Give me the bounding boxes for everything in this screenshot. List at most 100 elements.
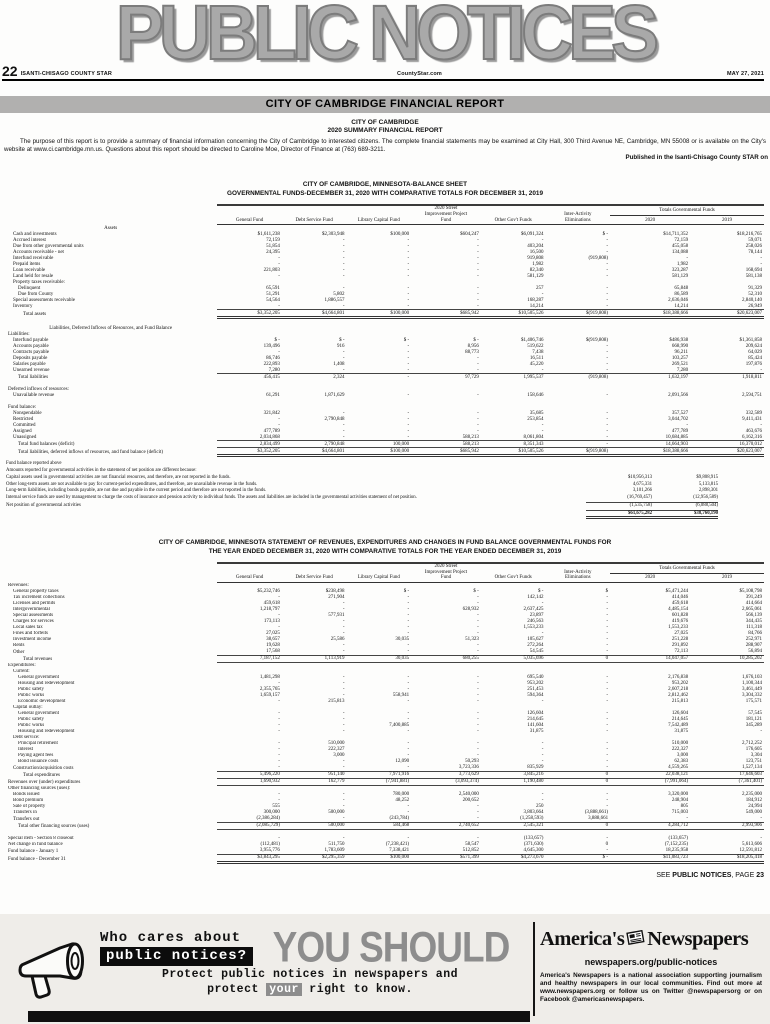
cell: - bbox=[278, 303, 280, 309]
cell: - bbox=[477, 361, 479, 367]
cell: 86,746 bbox=[266, 355, 280, 361]
cell: - bbox=[606, 285, 609, 291]
table-row: Liabilities, Deferred Inflows of Resourc… bbox=[6, 325, 764, 331]
cell: 951,140 bbox=[281, 771, 347, 780]
see-page-number: 23 bbox=[756, 872, 764, 880]
cell: 27,025 bbox=[674, 631, 689, 637]
cell: 7,338,421 bbox=[389, 848, 410, 854]
cell: - bbox=[407, 613, 410, 619]
page-title: PUBLIC NOTICES bbox=[115, 0, 660, 76]
cell: 1,676,103 bbox=[742, 675, 762, 681]
row-label: Paying agent fees bbox=[18, 753, 54, 759]
cell: 12,591,812 bbox=[739, 848, 763, 854]
cell: 258,026 bbox=[745, 243, 762, 249]
cell: - bbox=[278, 422, 280, 428]
revenues-statement-table: General Fund Debt Service Fund Library C… bbox=[6, 561, 764, 865]
row-label: Investment income bbox=[13, 637, 52, 643]
cell: (3,093,374) bbox=[411, 778, 481, 787]
statement2-title-line2: THE YEAR ENDED DECEMBER 31, 2020 WITH CO… bbox=[208, 547, 562, 555]
cell: - bbox=[541, 237, 544, 243]
table-row: Total assets $3,352,205 $4,664,801 $100,000… bbox=[6, 309, 764, 320]
cell: 3,044,702 bbox=[668, 416, 689, 422]
cell: 3,304 bbox=[750, 753, 762, 759]
cell: 780,000 bbox=[392, 792, 410, 798]
table-row: Public works 1,659,157 - 558,941 - 594,364 - 2,… bbox=[6, 693, 764, 699]
cell: - bbox=[541, 422, 544, 428]
cell: 510,000 bbox=[671, 741, 689, 747]
row-label: Sale of property bbox=[13, 804, 46, 810]
cell: 3,000 bbox=[676, 753, 689, 759]
cell: - bbox=[606, 699, 609, 705]
cell: - bbox=[606, 753, 609, 759]
cell: - bbox=[407, 687, 410, 693]
cell: - bbox=[541, 747, 544, 753]
cell: $571,399 bbox=[411, 854, 481, 865]
table-row: Bond premium - - 48,252 200,652 - - 248,904 184,… bbox=[6, 798, 764, 804]
cell: 414,046 bbox=[671, 595, 689, 601]
cell: 2,812,462 bbox=[668, 693, 689, 699]
table-row: Other 17,568 - - - 54,545 - 72,113 56,894 bbox=[6, 649, 764, 656]
cell: - bbox=[342, 717, 345, 723]
cell: 2,540,000 bbox=[458, 792, 479, 798]
cell: 1,100,344 bbox=[742, 681, 762, 687]
cell: - bbox=[278, 792, 280, 798]
cell: 2,594,751 bbox=[742, 392, 762, 398]
cell: $100,000 bbox=[346, 854, 412, 865]
cell: 2,034,868 bbox=[259, 434, 280, 440]
row-label: Unassigned bbox=[13, 435, 37, 441]
table-row: Land held for resale - - - - 581,129 - 581,129 5… bbox=[6, 273, 764, 279]
reconciliation-row: $61,675,282 $38,760,190 bbox=[6, 509, 764, 520]
balance-sheet-title: CITY OF CAMBRIDGE, MINNESOTA-BALANCE SHE… bbox=[0, 181, 770, 198]
cell: 1,113,919 bbox=[281, 655, 347, 664]
cell: - bbox=[407, 273, 410, 279]
cell: - bbox=[541, 291, 544, 297]
row-label: General government bbox=[18, 675, 59, 681]
cell: - bbox=[541, 699, 544, 705]
americas-newspapers-block: America's Newspapers newspapers.org/publ… bbox=[540, 928, 762, 1004]
cell: $18,388,666 bbox=[610, 309, 691, 320]
reconciliation-text: Capital assets used in governmental acti… bbox=[6, 474, 231, 480]
cell: 272,264 bbox=[527, 643, 544, 649]
reconciliation-row: Long-term liabilities, including bonds p… bbox=[6, 488, 764, 494]
cell: - bbox=[477, 619, 479, 625]
cell: 51,291 bbox=[266, 291, 280, 297]
row-label: Public works bbox=[18, 693, 45, 699]
table-row: Interest - 222,327 - - - - 222,327 176,605 bbox=[6, 747, 764, 753]
cell: - bbox=[342, 261, 345, 267]
col-debt-service-fund: Debt Service Fund bbox=[281, 204, 347, 226]
cell: - bbox=[606, 410, 609, 416]
reconciliation-text: Internal service funds are used by manag… bbox=[6, 495, 417, 501]
cell: - bbox=[606, 601, 609, 607]
cell: - bbox=[606, 792, 609, 798]
balance-sheet-title-line2: GOVERNMENTAL FUNDS-DECEMBER 31, 2020 WIT… bbox=[226, 189, 544, 197]
table-row: Unassigned 2,034,868 - - 588,213 8,061,804 - 10… bbox=[6, 434, 764, 441]
cell: - bbox=[477, 267, 479, 273]
table-row: Principal retirement - 510,000 - - - - 510,000 2… bbox=[6, 741, 764, 747]
table-row: Total other financing sources (uses) (2,0… bbox=[6, 822, 764, 831]
cell: - bbox=[477, 681, 479, 687]
cell: - bbox=[342, 792, 345, 798]
table-row: General government - - - - 126,604 - 126,604 57,… bbox=[6, 711, 764, 717]
table-row: Deferred inflows of resources: bbox=[6, 386, 764, 392]
cell: 4,485,154 bbox=[668, 607, 689, 613]
cell: $ - bbox=[538, 589, 544, 595]
cell: - bbox=[477, 753, 479, 759]
cell: - bbox=[407, 631, 410, 637]
cell: (919,808) bbox=[588, 255, 609, 261]
cell: - bbox=[541, 792, 544, 798]
cell: - bbox=[407, 681, 410, 687]
brand-americas: America's bbox=[540, 928, 625, 950]
row-label: Total assets bbox=[23, 312, 47, 318]
col-year-2020: 2020 bbox=[610, 573, 691, 584]
cell: - bbox=[477, 291, 479, 297]
cell: 2,834,499 bbox=[217, 440, 282, 448]
cell bbox=[217, 318, 282, 326]
cell: - bbox=[477, 237, 479, 243]
table-row: Construction/acquisition costs - - - 3,723,3… bbox=[6, 765, 764, 772]
table-row: Special assessments - 577,931 - - 23,897 - 601,… bbox=[6, 613, 764, 619]
cell: 500,000 bbox=[328, 810, 345, 816]
table-row: Current: bbox=[6, 669, 764, 675]
row-label: Revenues: bbox=[8, 583, 29, 589]
cell: $100,000 bbox=[390, 231, 410, 237]
